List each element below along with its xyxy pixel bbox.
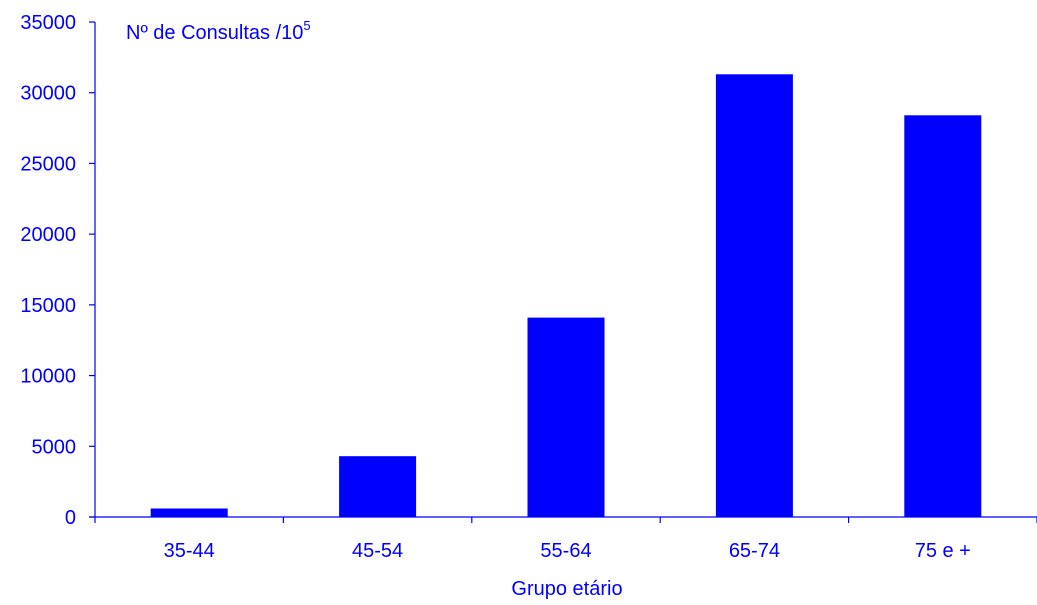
y-tick-label: 20000 [20,224,76,246]
bar-35-44 [150,508,228,517]
y-axis-label-superscript: 5 [303,18,310,33]
y-tick-label: 0 [65,507,76,529]
y-tick-label: 15000 [20,295,76,317]
bars-group [150,74,982,518]
y-tick-label: 25000 [20,153,76,175]
bar-45-54 [339,456,417,517]
x-tick-label: 55-64 [540,540,591,562]
y-tick-label: 30000 [20,83,76,105]
x-tick-label: 65-74 [729,540,780,562]
x-axis-label: Grupo etário [511,578,622,600]
y-tick-label: 10000 [20,366,76,388]
y-axis-label: Nº de Consultas /105 [126,18,311,44]
x-tick-label: 45-54 [352,540,403,562]
x-tick-label: 75 e + [915,540,971,562]
labels-group: Nº de Consultas /105 Grupo etário 0 5000 1… [20,12,971,600]
y-tick-label: 35000 [20,12,76,34]
bar-65-74 [715,74,793,518]
y-axis-label-text: Nº de Consultas /10 [126,22,303,44]
bar-55-64 [527,317,605,517]
y-tick-label: 5000 [32,436,77,458]
axes-group [89,21,1037,523]
x-tick-label: 35-44 [164,540,215,562]
bar-75-e [904,115,982,518]
